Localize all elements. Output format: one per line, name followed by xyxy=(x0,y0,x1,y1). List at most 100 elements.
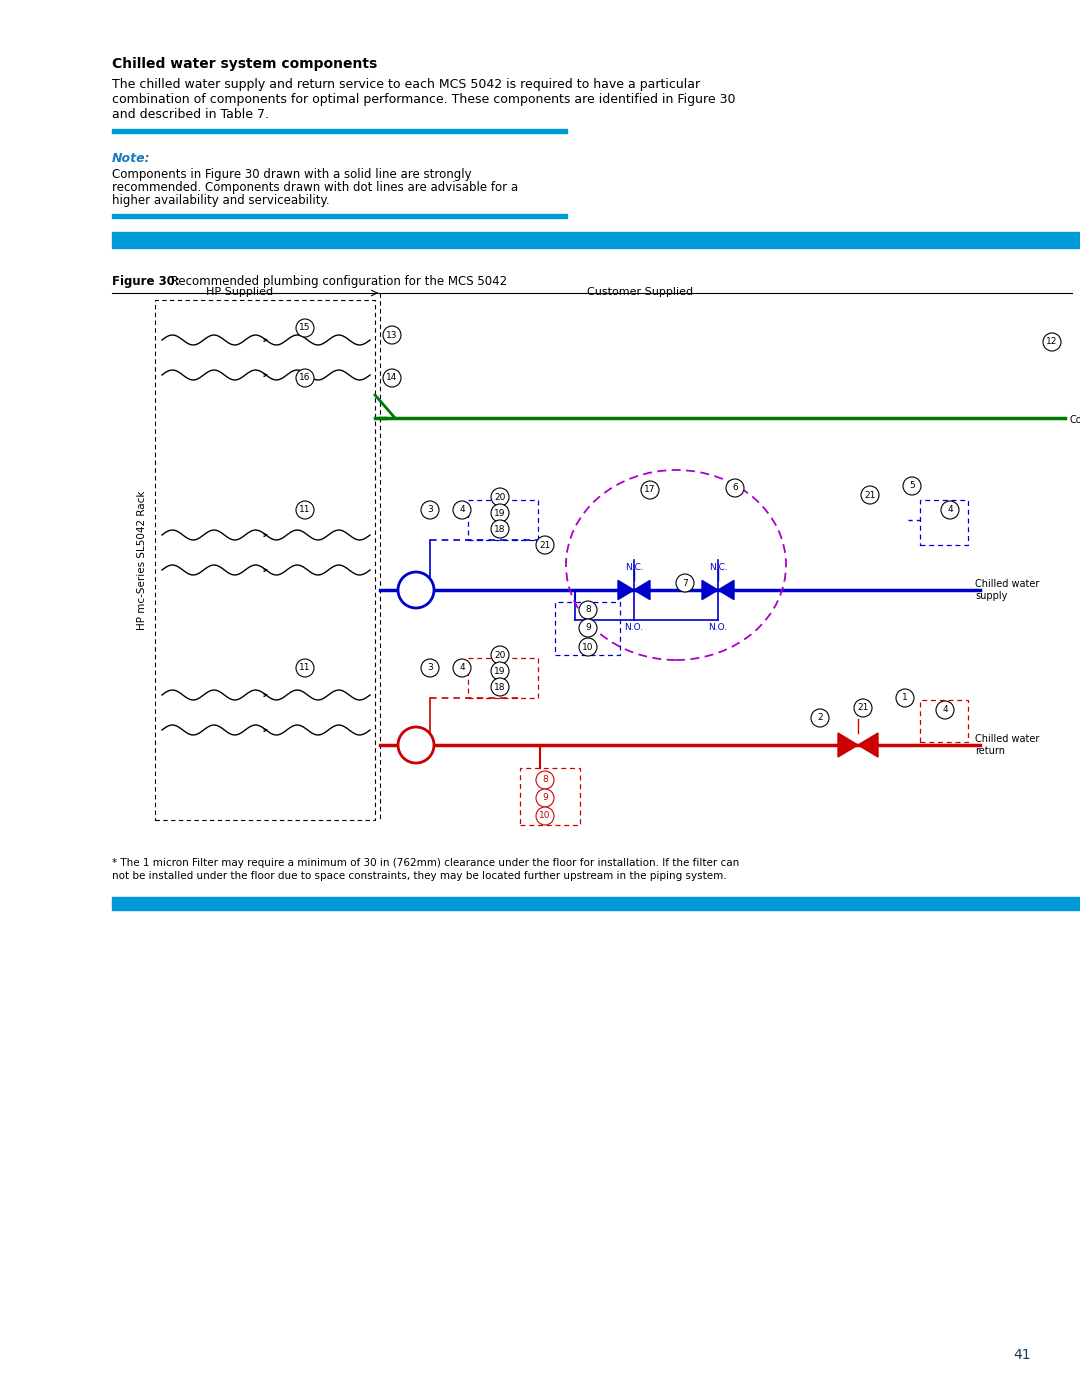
Text: 11: 11 xyxy=(299,506,311,514)
Circle shape xyxy=(491,645,509,664)
Text: 21: 21 xyxy=(858,704,868,712)
Circle shape xyxy=(941,502,959,520)
Circle shape xyxy=(536,789,554,807)
Circle shape xyxy=(453,659,471,678)
Text: 13: 13 xyxy=(387,331,397,339)
Text: 10: 10 xyxy=(539,812,551,820)
Circle shape xyxy=(726,479,744,497)
Circle shape xyxy=(861,486,879,504)
Text: Components in Figure 30 drawn with a solid line are strongly: Components in Figure 30 drawn with a sol… xyxy=(112,168,472,182)
Bar xyxy=(519,768,580,826)
Text: 9: 9 xyxy=(585,623,591,633)
Circle shape xyxy=(296,369,314,387)
Circle shape xyxy=(421,659,438,678)
Polygon shape xyxy=(718,580,734,599)
Text: combination of components for optimal performance. These components are identifi: combination of components for optimal pe… xyxy=(112,94,735,106)
Text: 6: 6 xyxy=(732,483,738,493)
Circle shape xyxy=(453,502,471,520)
Circle shape xyxy=(642,481,659,499)
Circle shape xyxy=(579,619,597,637)
Circle shape xyxy=(491,678,509,696)
Circle shape xyxy=(491,504,509,522)
Circle shape xyxy=(936,701,954,719)
Text: Note:: Note: xyxy=(112,152,150,165)
Text: 4: 4 xyxy=(947,506,953,514)
Text: 14: 14 xyxy=(387,373,397,383)
Text: and described in Table 7.: and described in Table 7. xyxy=(112,108,269,122)
Text: 4: 4 xyxy=(459,506,464,514)
Circle shape xyxy=(399,571,434,608)
Circle shape xyxy=(811,710,829,726)
Circle shape xyxy=(896,689,914,707)
Circle shape xyxy=(491,520,509,538)
Text: The chilled water supply and return service to each MCS 5042 is required to have: The chilled water supply and return serv… xyxy=(112,78,700,91)
Text: 19: 19 xyxy=(495,666,505,676)
Circle shape xyxy=(676,574,694,592)
Text: Recommended plumbing configuration for the MCS 5042: Recommended plumbing configuration for t… xyxy=(167,275,508,288)
Circle shape xyxy=(399,726,434,763)
Circle shape xyxy=(579,638,597,657)
Text: Chilled water system components: Chilled water system components xyxy=(112,57,377,71)
Polygon shape xyxy=(838,733,858,757)
Text: Chilled water
return: Chilled water return xyxy=(975,733,1039,756)
Text: 9: 9 xyxy=(542,793,548,802)
Text: 11: 11 xyxy=(299,664,311,672)
Bar xyxy=(112,232,1080,249)
Text: 4: 4 xyxy=(942,705,948,714)
Text: Customer Supplied: Customer Supplied xyxy=(586,286,693,298)
Text: 3: 3 xyxy=(427,506,433,514)
Text: higher availability and serviceability.: higher availability and serviceability. xyxy=(112,194,329,207)
Bar xyxy=(555,602,620,655)
Bar xyxy=(920,500,968,545)
Circle shape xyxy=(421,502,438,520)
Circle shape xyxy=(491,488,509,506)
Circle shape xyxy=(1043,332,1061,351)
Text: N.C.: N.C. xyxy=(624,563,644,573)
Bar xyxy=(156,300,375,820)
Text: 20: 20 xyxy=(495,651,505,659)
Text: 1: 1 xyxy=(902,693,908,703)
Text: recommended. Components drawn with dot lines are advisable for a: recommended. Components drawn with dot l… xyxy=(112,182,518,194)
Text: 7: 7 xyxy=(683,578,688,588)
Polygon shape xyxy=(702,580,718,599)
Text: N.O.: N.O. xyxy=(708,623,728,633)
Polygon shape xyxy=(634,580,650,599)
Text: Chilled water
supply: Chilled water supply xyxy=(975,578,1039,601)
Text: 20: 20 xyxy=(495,493,505,502)
Text: * The 1 micron Filter may require a minimum of 30 in (762mm) clearance under the: * The 1 micron Filter may require a mini… xyxy=(112,858,739,868)
Text: 8: 8 xyxy=(542,775,548,785)
Circle shape xyxy=(491,662,509,680)
Text: 18: 18 xyxy=(495,524,505,534)
Circle shape xyxy=(383,326,401,344)
Bar xyxy=(920,700,968,742)
Text: 21: 21 xyxy=(864,490,876,500)
Text: 2: 2 xyxy=(818,714,823,722)
Circle shape xyxy=(296,659,314,678)
Text: HP mc-Series SL5042 Rack: HP mc-Series SL5042 Rack xyxy=(137,490,147,630)
Text: N.C.: N.C. xyxy=(708,563,727,573)
Text: 16: 16 xyxy=(299,373,311,383)
Bar xyxy=(112,214,567,218)
Bar xyxy=(112,897,1080,909)
Polygon shape xyxy=(618,580,634,599)
Text: N.O.: N.O. xyxy=(624,623,644,633)
Bar xyxy=(112,129,567,133)
Text: 10: 10 xyxy=(582,643,594,651)
Text: 4: 4 xyxy=(459,664,464,672)
Text: HP Supplied: HP Supplied xyxy=(206,286,273,298)
Polygon shape xyxy=(858,733,878,757)
Circle shape xyxy=(536,536,554,555)
Text: 5: 5 xyxy=(909,482,915,490)
Circle shape xyxy=(854,698,872,717)
Circle shape xyxy=(536,771,554,789)
Text: 12: 12 xyxy=(1047,338,1057,346)
Text: Figure 30:: Figure 30: xyxy=(112,275,179,288)
Text: 15: 15 xyxy=(299,324,311,332)
Text: 21: 21 xyxy=(539,541,551,549)
Text: 17: 17 xyxy=(645,486,656,495)
Circle shape xyxy=(536,807,554,826)
Bar xyxy=(468,658,538,698)
Text: Condensate: Condensate xyxy=(1070,415,1080,425)
Text: 18: 18 xyxy=(495,683,505,692)
Bar xyxy=(468,500,538,541)
